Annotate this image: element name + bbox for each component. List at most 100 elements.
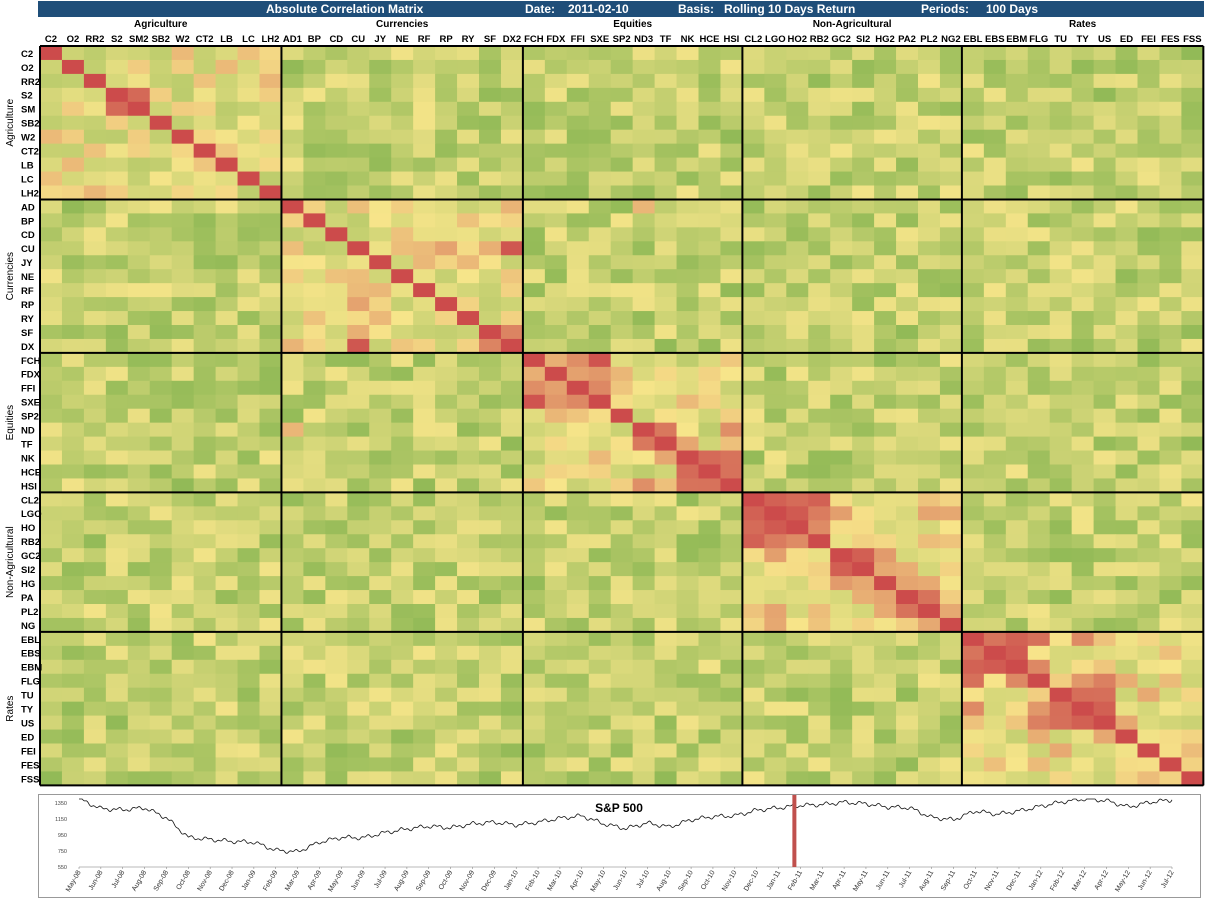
heatmap-cell	[215, 590, 239, 605]
heatmap-cell	[303, 213, 326, 228]
sp500-x-tick: May-12	[1114, 869, 1132, 893]
heatmap-cell	[786, 199, 809, 214]
heatmap-cell	[720, 478, 743, 493]
heatmap-cell	[237, 129, 261, 145]
heatmap-cell	[457, 255, 480, 270]
heatmap-cell	[413, 520, 436, 535]
heatmap-cell	[808, 715, 831, 731]
heatmap-cell	[105, 492, 129, 507]
heatmap-cell	[105, 115, 129, 131]
heatmap-cell	[983, 255, 1007, 270]
heatmap-cell	[764, 352, 787, 368]
heatmap-cell	[347, 464, 370, 480]
heatmap-cell	[676, 673, 700, 689]
heatmap-cell	[61, 743, 85, 759]
heatmap-cell	[303, 311, 326, 326]
heatmap-cell	[522, 59, 546, 75]
heatmap-cell	[325, 422, 348, 438]
heatmap-cell	[1005, 645, 1029, 661]
heatmap-cell	[808, 534, 831, 549]
heatmap-cell	[1005, 436, 1029, 452]
heatmap-cell	[939, 87, 963, 103]
sp500-x-tick: Oct-09	[438, 869, 455, 891]
heatmap-cell	[391, 157, 414, 173]
heatmap-cell	[149, 673, 173, 689]
heatmap-cell	[281, 185, 304, 201]
heatmap-cell	[522, 255, 546, 270]
heatmap-cell	[808, 227, 831, 242]
heatmap-cell	[1027, 352, 1051, 368]
heatmap-cell	[830, 590, 853, 605]
heatmap-cell	[215, 464, 239, 480]
heatmap-cell	[61, 701, 85, 717]
sp500-title: S&P 500	[595, 801, 643, 815]
heatmap-cell	[786, 743, 809, 759]
heatmap-cell	[1071, 199, 1095, 214]
heatmap-cell	[413, 143, 436, 159]
heatmap-cell	[1159, 590, 1182, 605]
heatmap-cell	[874, 283, 897, 298]
heatmap-cell	[1027, 87, 1051, 103]
heatmap-cell	[874, 757, 897, 772]
heatmap-cell	[632, 129, 656, 145]
heatmap-cell	[588, 617, 612, 633]
heatmap-cell	[764, 101, 787, 117]
heatmap-cell	[1181, 325, 1204, 340]
heatmap-cell	[105, 604, 129, 619]
heatmap-cell	[259, 771, 283, 786]
heatmap-cell	[369, 129, 392, 145]
heatmap-cell	[830, 213, 853, 228]
heatmap-cell	[961, 227, 985, 242]
heatmap-cell	[325, 464, 348, 480]
heatmap-cell	[347, 492, 370, 507]
heatmap-cell	[1115, 199, 1139, 214]
heatmap-cell	[786, 352, 809, 368]
heatmap-cell	[325, 157, 348, 173]
column-label: SM2	[129, 34, 149, 45]
heatmap-cell	[1115, 87, 1139, 103]
heatmap-cell	[852, 325, 875, 340]
heatmap-cell	[347, 506, 370, 521]
heatmap-cell	[457, 185, 480, 201]
heatmap-cell	[786, 394, 809, 410]
heatmap-cell	[654, 255, 678, 270]
heatmap-cell	[40, 241, 63, 256]
heatmap-cell	[1181, 241, 1204, 256]
heatmap-cell	[1115, 757, 1139, 772]
group-header-label: Equities	[613, 19, 652, 30]
heatmap-cell	[588, 771, 612, 786]
heatmap-cell	[566, 701, 590, 717]
heatmap-cell	[325, 645, 348, 661]
heatmap-cell	[676, 338, 700, 354]
heatmap-cell	[1049, 311, 1073, 326]
heatmap-cell	[786, 297, 809, 312]
heatmap-cell	[852, 687, 875, 703]
sp500-x-tick: Feb-09	[262, 869, 279, 892]
heatmap-cell	[676, 241, 700, 256]
heatmap-cell	[808, 283, 831, 298]
heatmap-cell	[566, 199, 590, 214]
heatmap-cell	[127, 213, 151, 228]
column-label: NG2	[941, 34, 961, 45]
heatmap-cell	[522, 617, 546, 633]
heatmap-cell	[171, 590, 195, 605]
heatmap-cell	[632, 366, 656, 382]
heatmap-cell	[588, 171, 612, 187]
heatmap-cell	[852, 213, 875, 228]
heatmap-cell	[896, 631, 919, 647]
heatmap-cell	[479, 645, 502, 661]
heatmap-cell	[1093, 269, 1117, 284]
heatmap-cell	[127, 129, 151, 145]
heatmap-cell	[347, 227, 370, 242]
heatmap-cell	[325, 115, 348, 131]
heatmap-cell	[215, 380, 239, 396]
heatmap-cell	[127, 534, 151, 549]
heatmap-cell	[632, 422, 656, 438]
heatmap-cell	[391, 450, 414, 466]
heatmap-cell	[874, 185, 897, 201]
heatmap-cell	[259, 464, 283, 480]
heatmap-cell	[369, 422, 392, 438]
heatmap-cell	[764, 213, 787, 228]
heatmap-cell	[1181, 352, 1204, 368]
heatmap-cell	[149, 297, 173, 312]
